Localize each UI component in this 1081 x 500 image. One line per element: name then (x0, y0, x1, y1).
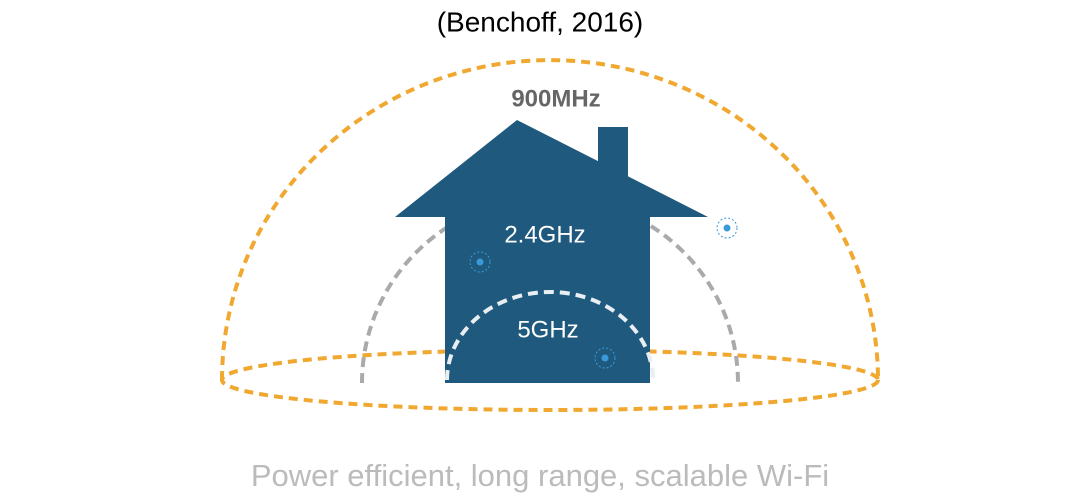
band-label: 2.4GHz (504, 221, 585, 248)
house-body (445, 215, 650, 383)
band-label: 5GHz (517, 316, 578, 343)
ap-ring (469, 251, 491, 273)
ap-dot (723, 224, 731, 232)
house (395, 120, 708, 383)
band-label: 900MHz (511, 85, 600, 112)
footer: Power efficient, long range, scalable Wi… (251, 458, 829, 493)
caption: (Benchoff, 2016) (437, 6, 644, 37)
ap-dot (601, 354, 609, 362)
roof (395, 120, 708, 217)
arc-5ghz (445, 290, 655, 381)
ap-ring (594, 347, 616, 369)
ap-ring (716, 217, 738, 239)
ap-dot (476, 258, 484, 266)
dome-arc (220, 58, 880, 381)
access-points (469, 217, 738, 369)
